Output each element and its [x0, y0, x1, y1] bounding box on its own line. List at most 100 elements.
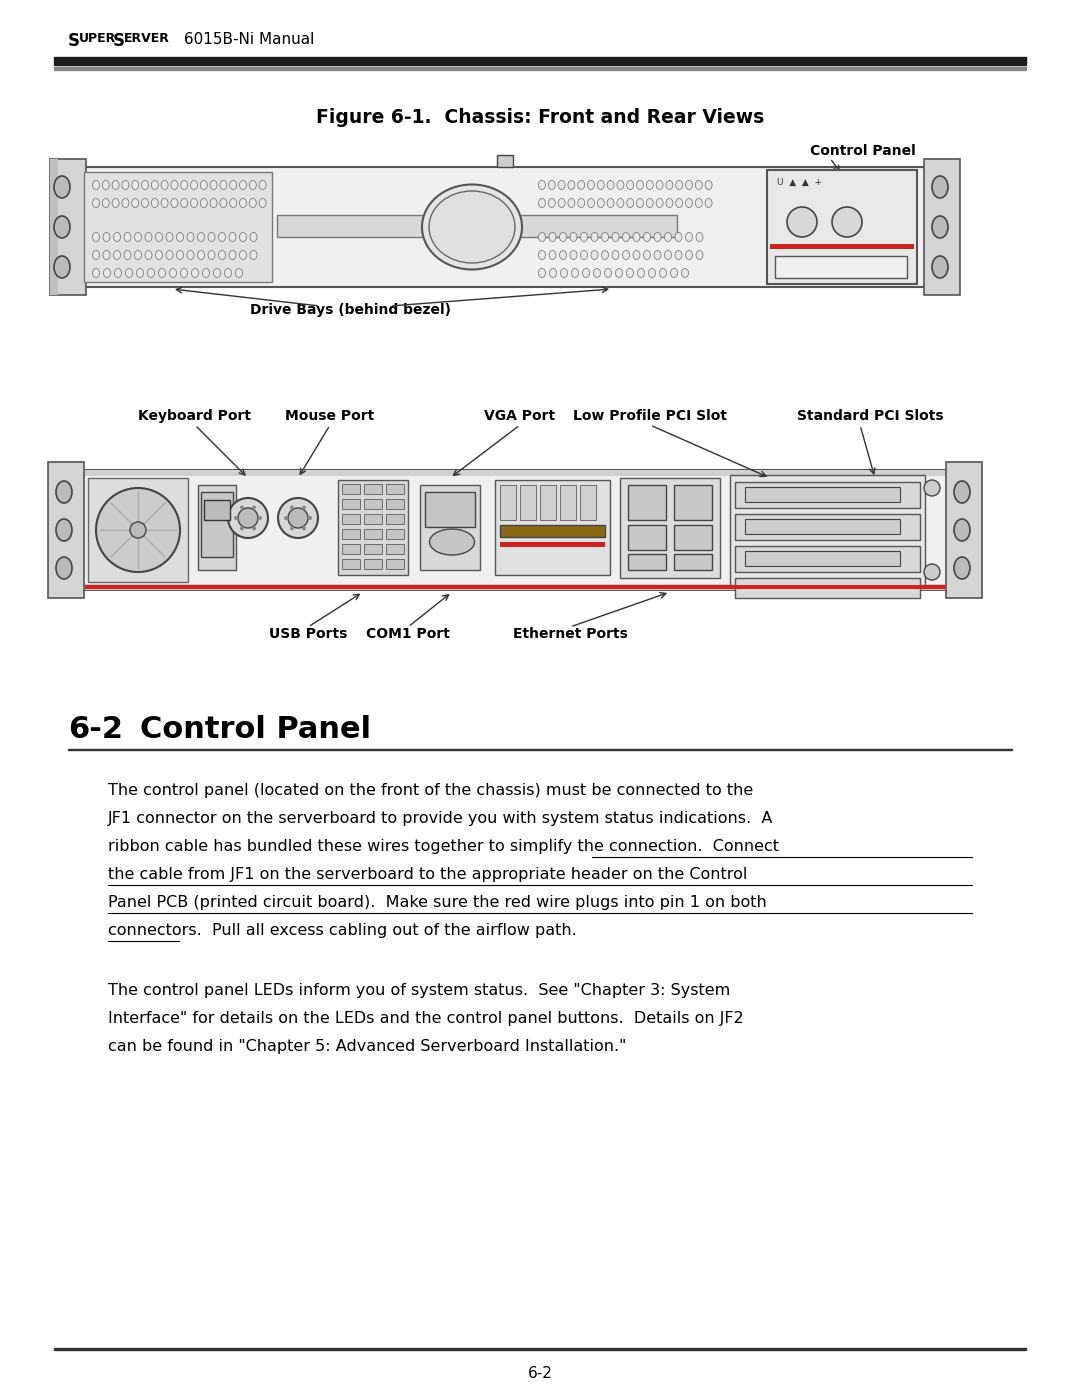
Ellipse shape	[581, 250, 588, 260]
Ellipse shape	[180, 180, 188, 190]
Ellipse shape	[145, 232, 152, 242]
Ellipse shape	[696, 232, 703, 242]
Ellipse shape	[104, 268, 110, 278]
Bar	[519, 485, 536, 520]
Bar	[82, 168, 928, 286]
Ellipse shape	[675, 232, 681, 242]
Ellipse shape	[558, 198, 565, 208]
Ellipse shape	[657, 180, 663, 190]
Ellipse shape	[135, 232, 141, 242]
Bar	[87, 478, 188, 583]
Ellipse shape	[151, 180, 159, 190]
Bar	[420, 485, 480, 570]
Ellipse shape	[607, 180, 615, 190]
Bar	[54, 57, 1026, 66]
Ellipse shape	[208, 232, 215, 242]
Ellipse shape	[141, 198, 149, 208]
Ellipse shape	[180, 198, 188, 208]
Ellipse shape	[616, 268, 622, 278]
Circle shape	[291, 527, 294, 531]
Bar	[745, 488, 900, 502]
Ellipse shape	[568, 180, 575, 190]
Bar	[204, 500, 230, 520]
Ellipse shape	[171, 198, 178, 208]
Bar	[338, 481, 408, 576]
Bar	[745, 520, 900, 534]
Ellipse shape	[549, 180, 555, 190]
Ellipse shape	[225, 268, 231, 278]
Ellipse shape	[208, 250, 215, 260]
Ellipse shape	[122, 198, 129, 208]
Text: 6-2: 6-2	[68, 715, 123, 745]
Ellipse shape	[240, 250, 246, 260]
Ellipse shape	[612, 250, 619, 260]
Text: S: S	[113, 32, 125, 50]
Circle shape	[252, 527, 256, 531]
Circle shape	[240, 527, 244, 531]
Ellipse shape	[191, 268, 199, 278]
Ellipse shape	[229, 250, 237, 260]
Ellipse shape	[954, 481, 970, 503]
Ellipse shape	[166, 250, 173, 260]
Ellipse shape	[654, 250, 661, 260]
Ellipse shape	[103, 198, 109, 208]
Ellipse shape	[561, 268, 567, 278]
Ellipse shape	[932, 256, 948, 278]
Ellipse shape	[161, 198, 168, 208]
Ellipse shape	[240, 180, 246, 190]
Bar	[580, 485, 596, 520]
Text: the cable from JF1 on the serverboard to the appropriate header on the Control: the cable from JF1 on the serverboard to…	[108, 868, 747, 882]
Ellipse shape	[588, 180, 594, 190]
Bar	[364, 499, 382, 509]
Ellipse shape	[549, 232, 556, 242]
Ellipse shape	[626, 198, 634, 208]
Ellipse shape	[539, 250, 545, 260]
Ellipse shape	[422, 184, 522, 270]
Circle shape	[308, 515, 312, 520]
Ellipse shape	[607, 198, 615, 208]
Ellipse shape	[54, 217, 70, 237]
Ellipse shape	[633, 250, 640, 260]
Ellipse shape	[103, 180, 109, 190]
Ellipse shape	[646, 180, 653, 190]
Ellipse shape	[578, 198, 584, 208]
Ellipse shape	[187, 250, 194, 260]
Ellipse shape	[132, 180, 138, 190]
Ellipse shape	[558, 180, 565, 190]
Ellipse shape	[617, 198, 624, 208]
Circle shape	[832, 207, 862, 237]
Ellipse shape	[622, 232, 630, 242]
Ellipse shape	[549, 198, 555, 208]
Bar	[198, 485, 237, 570]
Ellipse shape	[240, 232, 246, 242]
Bar	[620, 478, 720, 578]
Ellipse shape	[259, 198, 266, 208]
Ellipse shape	[657, 198, 663, 208]
Bar	[342, 543, 360, 555]
Ellipse shape	[705, 198, 712, 208]
Circle shape	[284, 515, 288, 520]
Text: U  ▲  ▲  +: U ▲ ▲ +	[777, 177, 822, 187]
Bar	[735, 578, 920, 598]
Ellipse shape	[93, 232, 99, 242]
Ellipse shape	[681, 268, 689, 278]
Ellipse shape	[637, 268, 645, 278]
Circle shape	[234, 515, 238, 520]
Ellipse shape	[190, 198, 198, 208]
Circle shape	[238, 509, 258, 528]
Circle shape	[924, 564, 940, 580]
Bar	[386, 483, 404, 495]
Bar	[386, 499, 404, 509]
Text: ERVER: ERVER	[124, 32, 170, 45]
Ellipse shape	[932, 176, 948, 198]
Ellipse shape	[259, 180, 266, 190]
Ellipse shape	[696, 198, 702, 208]
Ellipse shape	[200, 198, 207, 208]
Ellipse shape	[170, 268, 176, 278]
Ellipse shape	[676, 198, 683, 208]
Ellipse shape	[686, 232, 692, 242]
Bar	[735, 482, 920, 509]
Text: Control Panel: Control Panel	[140, 715, 372, 745]
Bar	[561, 485, 576, 520]
Bar	[364, 543, 382, 555]
